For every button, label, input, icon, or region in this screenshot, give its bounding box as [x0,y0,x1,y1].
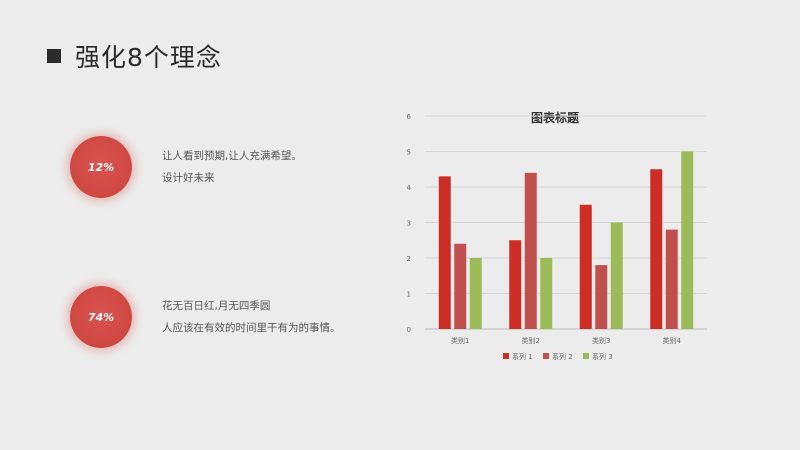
bar [454,243,467,329]
bar [438,176,451,329]
x-tick-label: 类别2 [522,336,540,345]
bar [469,258,482,329]
bar [595,265,608,329]
y-tick-label: 2 [407,255,411,263]
x-tick-label: 类别4 [663,336,682,345]
legend-swatch [543,353,549,359]
bar [681,151,694,329]
stat-2-line-2: 人应该在有效的时间里干有为的事情。 [162,322,341,334]
bar [509,240,522,329]
stat-circle-2: 74% [70,286,132,348]
chart-title: 图表标题 [531,110,580,125]
stat-1-line-1: 让人看到预期,让人充满希望。 [162,150,302,162]
y-tick-label: 1 [407,291,411,299]
slide-title: 强化8个理念 [47,38,222,74]
bar [579,204,592,329]
bar [540,258,553,329]
title-square-icon [47,49,61,63]
legend-label: 系列 1 [512,352,533,361]
bar-chart-svg: 图表标题 0 1 2 3 4 5 6 类别1 类别2 类别3 类别4 系列 1 系列 2 系列 3 [407,110,707,361]
page-title: 强化8个理念 [75,43,222,72]
legend-swatch [503,353,509,359]
bar-chart: 图表标题 0 1 2 3 4 5 6 类别1 类别2 类别3 类别4 系列 1 系列 2 系列 3 [395,102,720,372]
stat-item-2: 74% 花无百日红,月无四季圆 人应该在有效的时间里干有为的事情。 [70,286,341,348]
y-tick-label: 6 [407,113,412,121]
stat-item-1: 12% 让人看到预期,让人充满希望。 设计好未来 [70,136,302,198]
stat-2-line-1: 花无百日红,月无四季圆 [162,300,271,312]
y-tick-label: 5 [407,149,411,157]
legend-label: 系列 2 [552,352,573,361]
x-tick-label: 类别3 [592,336,610,345]
legend-swatch [583,353,589,359]
bar [524,172,537,329]
stat-1-line-2: 设计好未来 [162,172,215,184]
bar [650,169,663,329]
y-tick-label: 0 [407,326,411,334]
bar [665,229,678,329]
x-tick-label: 类别1 [451,336,469,345]
y-tick-label: 3 [407,220,411,228]
bar [610,222,623,329]
stat-text-1: 让人看到预期,让人充满希望。 设计好未来 [162,145,302,189]
stat-circle-1: 12% [70,136,132,198]
stat-text-2: 花无百日红,月无四季圆 人应该在有效的时间里干有为的事情。 [162,295,341,339]
legend-label: 系列 3 [592,352,613,361]
y-tick-label: 4 [407,184,412,192]
